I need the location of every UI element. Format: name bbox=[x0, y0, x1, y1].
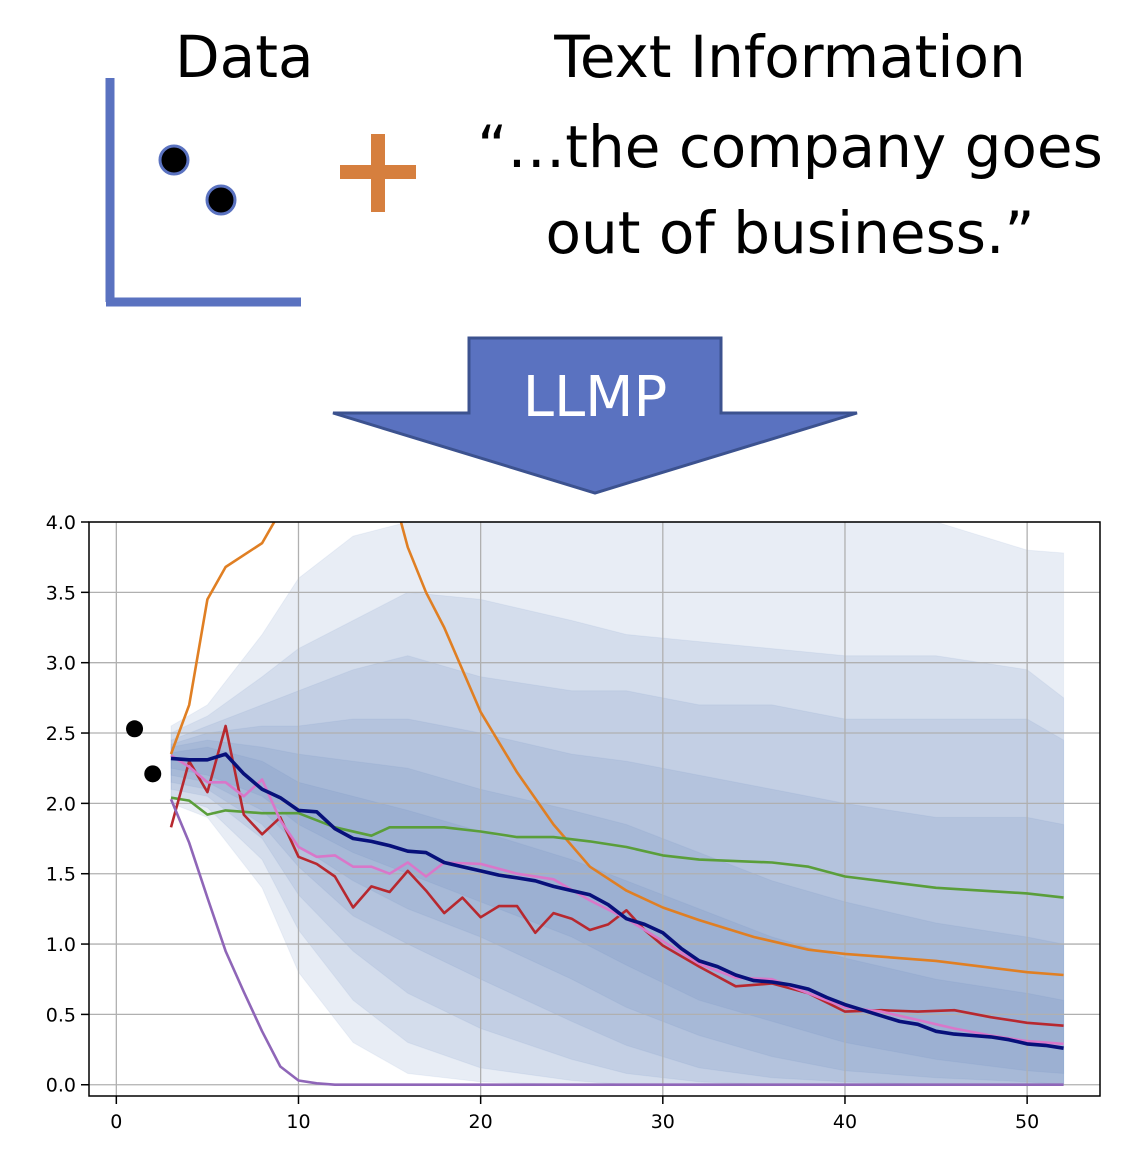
x-tick-label: 10 bbox=[286, 1111, 310, 1133]
x-tick-label: 20 bbox=[469, 1111, 493, 1133]
chart-series bbox=[169, 522, 1064, 1087]
chart-grid bbox=[89, 521, 1100, 1096]
data-axes-icon bbox=[105, 78, 301, 307]
forecast-chart: 0 10 20 30 40 50 0.0 0.5 1.0 1.5 2.0 2.5 3.0 3.5 4.0 bbox=[46, 512, 1101, 1133]
y-tick-label: 0.5 bbox=[46, 1004, 76, 1026]
data-title: Data bbox=[175, 23, 314, 91]
llmp-arrow-icon bbox=[332, 336, 858, 495]
quote-line-1: “…the company goes bbox=[477, 113, 1103, 181]
x-tick-label: 40 bbox=[833, 1111, 857, 1133]
diagram-graphics bbox=[105, 78, 858, 495]
observed-point bbox=[126, 720, 144, 738]
y-tick-label: 3.0 bbox=[46, 653, 76, 675]
y-tick-label: 2.5 bbox=[46, 723, 76, 745]
text-information-title: Text Information bbox=[554, 23, 1026, 91]
x-tick-label: 30 bbox=[651, 1111, 675, 1133]
x-tick-label: 50 bbox=[1015, 1111, 1039, 1133]
axis-ticks: 0 10 20 30 40 50 0.0 0.5 1.0 1.5 2.0 2.5 3.0 3.5 4.0 bbox=[46, 512, 1039, 1133]
quote-line-2: out of business.” bbox=[545, 199, 1035, 267]
data-point-icon bbox=[158, 144, 190, 176]
observed-points bbox=[126, 720, 162, 783]
plot-frame bbox=[88, 521, 1101, 1097]
data-point-icon bbox=[205, 184, 237, 216]
series-line bbox=[169, 798, 1064, 1087]
series-line bbox=[170, 796, 1064, 899]
series-line bbox=[170, 752, 1064, 1050]
y-tick-label: 2.0 bbox=[46, 793, 76, 815]
y-tick-label: 0.0 bbox=[46, 1075, 76, 1097]
observed-point bbox=[144, 765, 162, 783]
plus-icon bbox=[340, 134, 416, 212]
y-tick-label: 1.0 bbox=[46, 934, 76, 956]
y-tick-label: 1.5 bbox=[46, 864, 76, 886]
y-tick-label: 4.0 bbox=[46, 512, 76, 534]
series-line bbox=[169, 522, 1064, 977]
x-tick-label: 0 bbox=[110, 1111, 122, 1133]
llmp-label: LLMP bbox=[522, 365, 668, 430]
y-tick-label: 3.5 bbox=[46, 582, 76, 604]
